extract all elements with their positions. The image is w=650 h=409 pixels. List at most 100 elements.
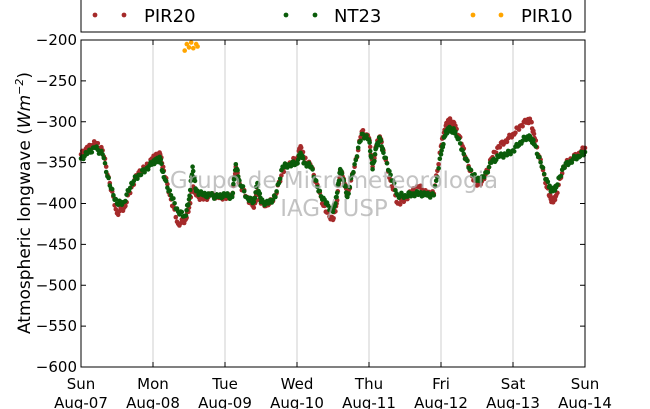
data-point [187,193,192,198]
x-tick-label-date: Aug-07 [54,394,108,409]
data-point [418,190,423,195]
data-point [229,194,235,200]
data-point [123,203,128,209]
data-point [232,175,237,180]
data-point [531,137,536,143]
data-point [300,155,306,161]
y-axis-ticks: −200 −250 −300 −350 −400 −450 −500 −550 −600 [36,31,585,376]
legend: PIR20 NT23 PIR10 [80,0,586,33]
data-point [547,192,553,198]
data-point [497,145,503,150]
data-point [355,145,361,151]
data-point [237,178,242,183]
data-point [190,168,196,174]
data-point [348,176,354,181]
data-point [334,190,340,195]
data-point [106,175,111,181]
data-point [295,161,300,166]
data-point [504,139,510,145]
x-tick-label-date: Aug-10 [270,394,324,409]
data-point [171,196,176,201]
data-point [346,191,351,196]
data-point [436,162,441,167]
legend-marker-pir20-a [92,12,98,18]
data-point [351,169,356,175]
data-point [369,155,374,160]
data-point [501,155,506,160]
data-point [531,131,537,137]
data-point [235,167,240,173]
data-point [101,155,107,161]
data-point [186,45,192,50]
data-point [457,141,463,146]
legend-marker-pir20-b [121,12,127,18]
data-point [115,212,121,218]
x-tick-label-day: Thu [354,375,383,393]
legend-marker-pir10-a [470,12,476,18]
data-point [468,167,474,173]
data-point [163,178,169,184]
data-point [383,155,389,161]
y-tick-label: −300 [36,113,77,131]
data-point [529,119,534,125]
data-point [343,184,348,189]
data-point [485,170,491,175]
data-point [352,162,357,167]
data-point [405,194,410,199]
data-point [298,145,304,150]
data-point [370,166,375,172]
data-layer [78,40,588,228]
data-point [537,154,542,160]
data-point [251,205,257,210]
data-point [438,152,444,157]
x-tick-label-date: Aug-12 [414,394,468,409]
data-point [184,41,190,47]
y-tick-label: −500 [36,276,77,294]
data-point [478,178,483,184]
data-point [325,203,331,208]
x-tick-label-day: Sun [571,375,600,393]
data-point [436,166,441,171]
data-point [504,152,510,158]
y-tick-label: −250 [36,72,77,90]
legend-label-pir20: PIR20 [144,6,196,27]
watermark: Grupo de Micrometeorologia IAG / USP [170,168,498,222]
data-point [353,157,359,163]
data-point [545,179,551,184]
data-point [391,180,397,186]
x-tick-label-day: Sun [67,375,96,393]
y-tick-label: −200 [36,31,77,49]
data-point [127,185,133,191]
data-point [255,181,261,187]
data-point [334,194,339,200]
data-point [427,195,433,200]
y-axis-label-unit: Wm [15,95,35,128]
data-point [233,162,239,167]
x-tick-label-day: Tue [211,375,238,393]
data-point [381,150,386,156]
data-point [277,176,283,182]
data-point [113,207,119,212]
data-point [179,209,185,215]
data-point [511,149,517,154]
data-point [160,169,166,175]
data-point [520,124,525,129]
data-point [431,193,437,198]
data-point [540,165,546,170]
data-point [364,133,369,138]
data-point [460,148,465,153]
data-point [310,167,315,172]
data-point [341,178,347,183]
y-axis-label-main: Atmospheric longwave ( [15,128,35,334]
data-point [339,171,345,176]
data-point [191,45,196,51]
data-point [188,40,194,45]
x-tick-label-day: Fri [432,375,450,393]
data-point [306,160,312,166]
data-point [190,164,195,169]
x-tick-label-date: Aug-14 [558,394,612,409]
data-point [186,197,192,202]
data-point [486,164,492,170]
watermark-line2: IAG / USP [280,196,388,222]
x-tick-label-day: Mon [137,375,169,393]
